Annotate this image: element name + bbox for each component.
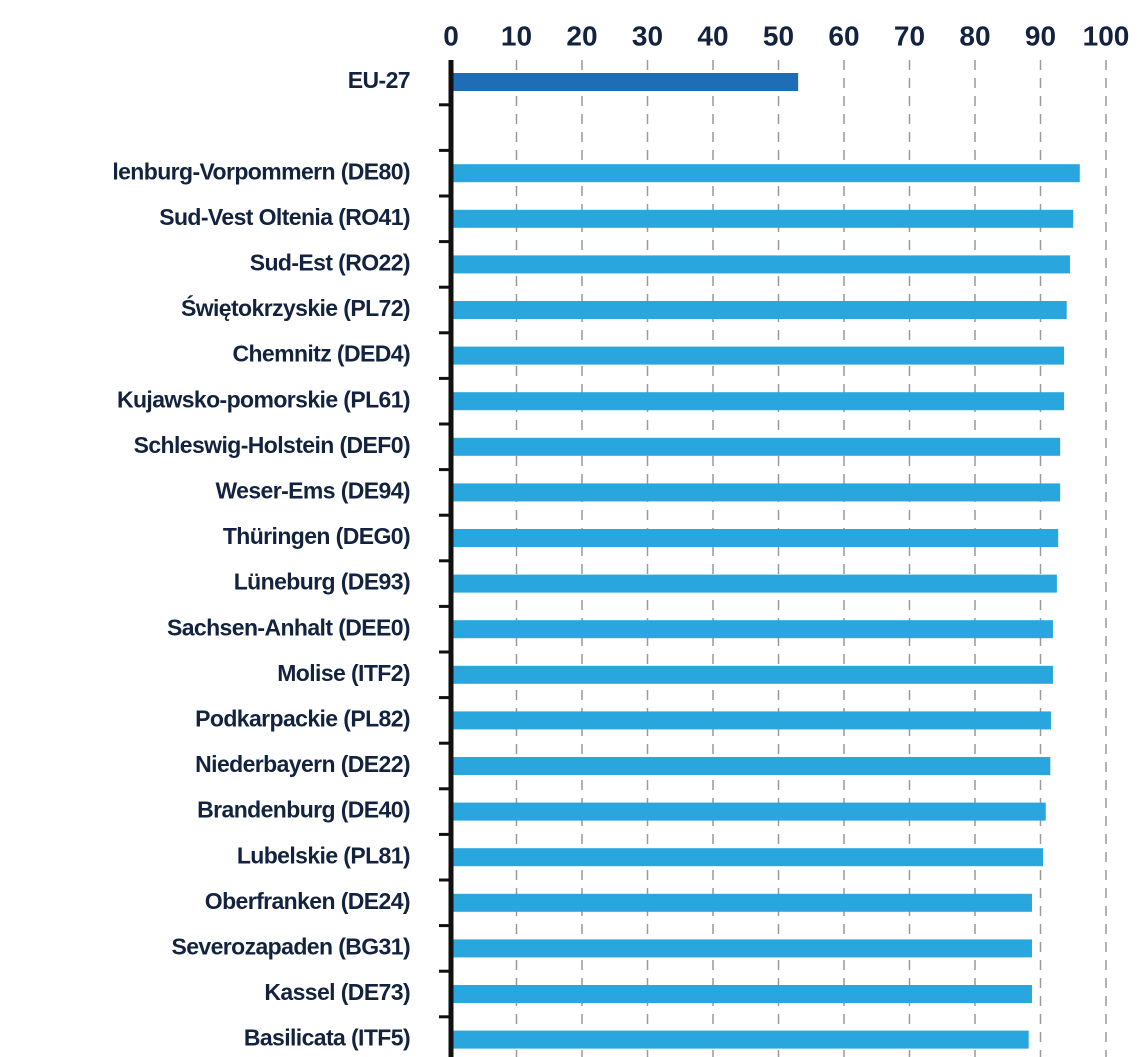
y-tick-label: Chemnitz (DED4): [232, 341, 410, 367]
y-tick-label: Oberfranken (DE24): [205, 888, 410, 914]
y-tick-label: Severozapaden (BG31): [171, 933, 410, 959]
y-tick-label: Lubelskie (PL81): [237, 842, 410, 868]
bar: [451, 757, 1051, 775]
bar: [451, 437, 1061, 456]
bar: [451, 529, 1059, 547]
bar: [451, 1030, 1029, 1049]
y-tick-label: Podkarpackie (PL82): [195, 705, 410, 731]
y-tick-label: Kujawsko-pomorskie (PL61): [117, 386, 410, 412]
y-tick-label: EU-27: [348, 67, 410, 93]
y-tick-label: Świętokrzyskie (PL72): [181, 294, 410, 321]
x-tick-label: 30: [632, 20, 663, 51]
y-tick-label: lenburg-Vorpommern (DE80): [112, 158, 410, 184]
bar: [451, 620, 1053, 639]
bar: [451, 802, 1046, 821]
bar: [451, 939, 1032, 958]
bar: [451, 665, 1053, 684]
y-tick-label: Sachsen-Anhalt (DEE0): [167, 614, 410, 640]
x-tick-label: 50: [763, 20, 794, 51]
y-tick-label: Sud-Est (RO22): [250, 249, 410, 275]
x-tick-label: 10: [501, 20, 532, 51]
x-tick-label: 20: [566, 20, 597, 51]
x-tick-label: 40: [697, 20, 728, 51]
bar: [451, 346, 1065, 365]
bar: [451, 73, 799, 91]
bar: [451, 711, 1051, 730]
x-tick-label: 90: [1025, 20, 1056, 51]
bar: [451, 483, 1061, 502]
bar: [451, 255, 1070, 274]
x-tick-label: 100: [1083, 20, 1130, 51]
x-tick-label: 80: [959, 20, 990, 51]
y-tick-label: Brandenburg (DE40): [197, 797, 410, 823]
x-tick-label: 0: [443, 20, 459, 51]
y-tick-label: Schleswig-Holstein (DEF0): [134, 432, 410, 458]
y-tick-label: Weser-Ems (DE94): [215, 477, 410, 503]
bar: [451, 848, 1044, 867]
bar: [451, 574, 1057, 593]
x-tick-label: 60: [828, 20, 859, 51]
x-tick-label: 70: [894, 20, 925, 51]
bar: [451, 209, 1074, 228]
y-tick-label: Thüringen (DEG0): [223, 523, 410, 549]
y-tick-label: Basilicata (ITF5): [244, 1025, 410, 1051]
y-tick-label: Kassel (DE73): [264, 979, 410, 1005]
bar: [451, 985, 1032, 1003]
bar: [451, 392, 1065, 411]
bar: [451, 893, 1032, 912]
y-tick-label: Molise (ITF2): [277, 660, 410, 686]
y-tick-label: Lüneburg (DE93): [234, 569, 410, 595]
bar: [451, 164, 1080, 183]
y-tick-label: Sud-Vest Oltenia (RO41): [159, 204, 410, 230]
y-tick-label: Niederbayern (DE22): [195, 751, 410, 777]
bar: [451, 301, 1067, 319]
